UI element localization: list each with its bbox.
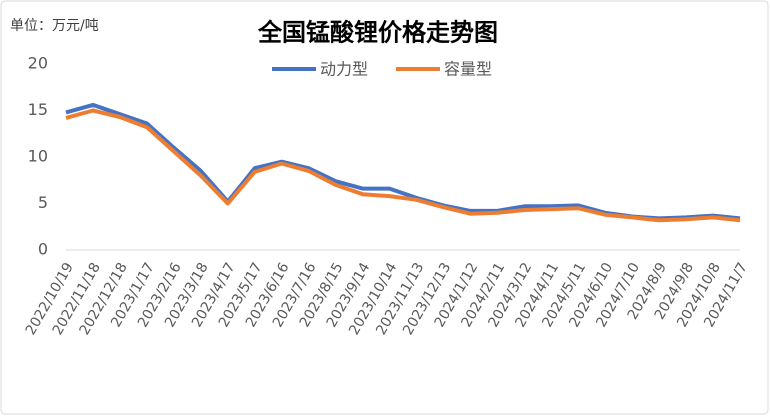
unit-label: 单位：万元/吨 [10, 18, 99, 34]
y-tick-label: 20 [28, 54, 48, 73]
y-tick-label: 15 [28, 100, 48, 119]
y-tick-label: 0 [38, 240, 48, 259]
line-series [65, 108, 741, 223]
legend-label: 动力型 [320, 60, 368, 79]
y-tick-label: 10 [28, 147, 48, 166]
y-tick-label: 5 [38, 193, 48, 212]
chart-title: 全国锰酸锂价格走势图 [257, 18, 498, 47]
legend-label: 容量型 [444, 60, 492, 79]
